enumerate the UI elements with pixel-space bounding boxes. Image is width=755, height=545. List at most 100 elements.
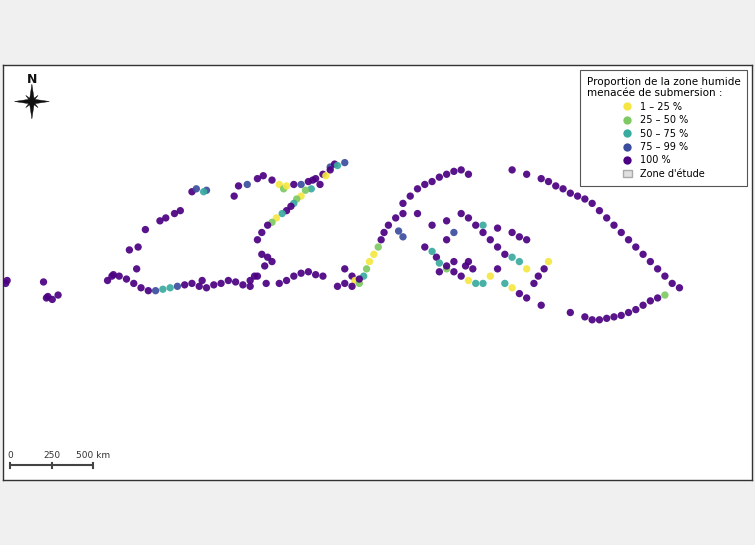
Point	[586, 316, 598, 324]
Point	[179, 281, 191, 289]
Point	[261, 221, 273, 229]
Point	[601, 214, 613, 222]
Point	[393, 227, 405, 235]
Point	[513, 289, 525, 298]
Polygon shape	[26, 100, 33, 108]
Point	[460, 262, 472, 270]
Point	[241, 180, 253, 189]
Point	[190, 184, 202, 193]
Point	[310, 174, 322, 183]
Point	[448, 167, 460, 175]
Point	[208, 281, 220, 289]
Point	[535, 301, 547, 310]
Point	[615, 311, 627, 320]
Point	[659, 272, 671, 281]
Point	[477, 228, 489, 237]
Point	[233, 181, 245, 190]
Point	[140, 225, 152, 234]
Point	[426, 221, 438, 229]
Point	[477, 221, 489, 229]
Point	[455, 166, 467, 174]
Point	[368, 250, 380, 259]
Point	[484, 235, 496, 244]
Point	[42, 292, 54, 301]
Point	[363, 257, 375, 266]
Point	[215, 279, 227, 288]
Point	[291, 195, 303, 203]
Point	[346, 282, 358, 290]
Point	[307, 175, 319, 184]
Point	[630, 243, 642, 251]
Point	[273, 180, 285, 189]
Point	[557, 184, 569, 193]
Point	[499, 250, 511, 259]
Point	[411, 209, 424, 218]
Polygon shape	[31, 100, 38, 108]
Point	[441, 216, 453, 225]
Point	[237, 281, 249, 289]
Polygon shape	[29, 84, 35, 101]
Point	[378, 228, 390, 237]
Point	[455, 209, 467, 218]
Polygon shape	[29, 101, 35, 119]
Point	[260, 279, 273, 288]
Point	[244, 282, 256, 290]
Point	[659, 290, 671, 299]
Point	[430, 253, 442, 262]
Point	[160, 214, 172, 222]
Point	[174, 207, 186, 215]
Point	[630, 305, 642, 314]
Point	[433, 268, 445, 276]
Point	[535, 174, 547, 183]
Point	[467, 264, 479, 273]
Point	[198, 187, 210, 196]
Point	[528, 279, 540, 288]
Point	[300, 186, 312, 195]
Point	[608, 312, 620, 321]
Point	[38, 277, 50, 286]
Point	[339, 264, 351, 273]
Point	[135, 283, 147, 292]
Point	[433, 259, 445, 268]
Point	[331, 282, 344, 290]
Point	[564, 189, 576, 197]
Point	[484, 272, 496, 281]
Point	[107, 270, 119, 279]
Point	[317, 272, 329, 281]
Point	[288, 180, 300, 189]
Point	[266, 218, 278, 227]
Point	[256, 228, 268, 237]
Polygon shape	[31, 95, 38, 102]
Point	[644, 296, 656, 305]
Text: N: N	[26, 73, 37, 86]
Point	[462, 257, 474, 266]
Point	[542, 257, 554, 266]
Point	[521, 235, 533, 244]
Point	[455, 272, 467, 281]
Point	[411, 184, 424, 193]
Point	[106, 272, 118, 281]
Point	[542, 177, 554, 186]
Point	[622, 308, 634, 317]
Point	[499, 279, 511, 288]
Point	[154, 216, 166, 225]
Point	[1, 276, 13, 285]
Point	[586, 199, 598, 208]
Point	[305, 184, 317, 193]
Point	[261, 253, 273, 262]
Polygon shape	[26, 95, 33, 102]
Point	[196, 276, 208, 285]
Point	[397, 199, 409, 208]
Point	[637, 301, 649, 310]
Point	[128, 279, 140, 288]
Point	[419, 243, 431, 251]
Point	[375, 235, 387, 244]
Point	[506, 228, 518, 237]
Point	[433, 173, 445, 181]
Point	[441, 170, 453, 179]
Point	[346, 272, 358, 281]
Point	[288, 199, 300, 208]
Point	[259, 262, 271, 270]
Point	[328, 160, 341, 168]
Point	[0, 279, 12, 288]
